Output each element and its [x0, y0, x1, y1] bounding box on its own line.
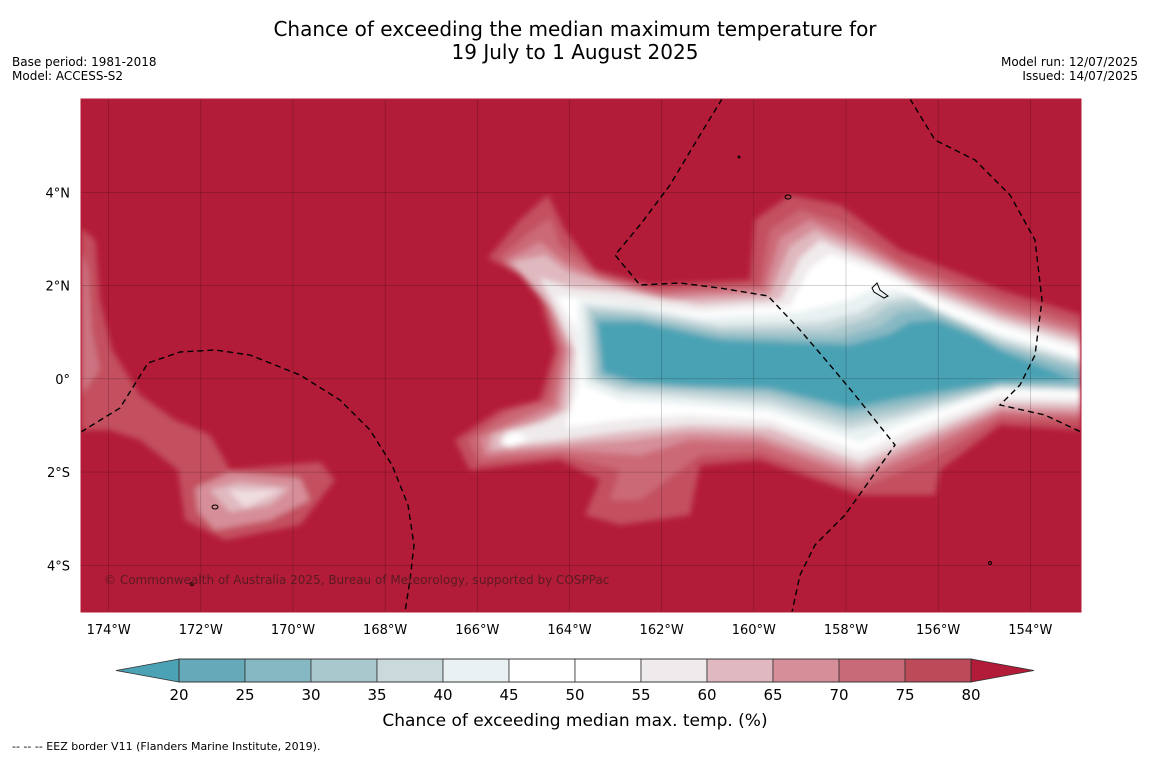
issued-date: Issued: 14/07/2025 [1022, 69, 1138, 83]
colorbar-tick-label: 35 [367, 686, 386, 704]
meta-left: Base period: 1981-2018 Model: ACCESS-S2 [12, 55, 157, 83]
colorbar-tick-label: 70 [829, 686, 848, 704]
colorbar-tick-labels: 20 25 30 35 40 45 50 55 60 65 70 75 80 [169, 686, 980, 704]
lon-tick-label: 158°W [824, 623, 868, 638]
island [211, 504, 219, 510]
contour-70 [81, 250, 100, 395]
colorbar-frame [178, 658, 972, 683]
colorbar-cell [376, 658, 444, 683]
colorbar-tick-label: 50 [565, 686, 584, 704]
lon-tick-label: 166°W [455, 623, 499, 638]
lon-tick-label: 164°W [547, 623, 591, 638]
colorbar-tick-label: 75 [895, 686, 914, 704]
lon-tick-labels: 174°W 172°W 170°W 168°W 166°W 164°W 162°W 160°W… [87, 623, 1053, 638]
model-run: Model run: 12/07/2025 [1000, 55, 1138, 69]
contour-50 [500, 432, 530, 447]
lat-tick-labels: 4°N 2°N 0° 2°S 4°S [46, 186, 71, 574]
title-line-1: Chance of exceeding the median maximum t… [273, 17, 877, 41]
lon-tick-label: 170°W [271, 623, 315, 638]
lon-tick-label: 154°W [1008, 623, 1052, 638]
contour-20 [598, 320, 1075, 408]
colorbar-tick-label: 20 [169, 686, 188, 704]
colorbar: 20 25 30 35 40 45 50 55 60 65 70 75 80 Chance of exc… [115, 658, 1035, 731]
lat-tick-label: 4°N [46, 186, 71, 201]
eez-legend: -- -- -- EEZ border V11 (Flanders Marine… [12, 740, 321, 753]
colorbar-tick-label: 60 [697, 686, 716, 704]
island [737, 155, 741, 159]
lat-tick-label: 0° [55, 373, 70, 388]
colorbar-cell [178, 658, 246, 683]
colorbar-tick-label: 40 [433, 686, 452, 704]
island [190, 582, 194, 586]
island [871, 282, 889, 299]
base-period: Base period: 1981-2018 [12, 55, 157, 69]
colorbar-under-arrow [115, 658, 180, 683]
colorbar-label: Chance of exceeding median max. temp. (%… [382, 711, 767, 731]
colorbar-cell [244, 658, 312, 683]
eez-borders [81, 99, 1081, 612]
colorbar-cell [640, 658, 708, 683]
lat-tick-label: 2°S [47, 466, 70, 481]
contour-60 [228, 490, 282, 508]
contour-75 [81, 228, 335, 540]
colorbar-tick-label: 65 [763, 686, 782, 704]
colorbar-cell [574, 658, 642, 683]
lon-tick-label: 160°W [732, 623, 776, 638]
colorbar-cell [706, 658, 774, 683]
island [988, 561, 992, 565]
meta-right: Model run: 12/07/2025 Issued: 14/07/2025 [1001, 55, 1138, 83]
colorbar-cell [310, 658, 378, 683]
colorbar-tick-label: 25 [235, 686, 254, 704]
title-line-2: 19 July to 1 August 2025 [451, 40, 699, 64]
map-grid [81, 99, 1081, 612]
colorbar-cell [904, 658, 972, 683]
lon-tick-label: 172°W [179, 623, 223, 638]
map-frame [80, 98, 1082, 613]
lon-tick-label: 174°W [87, 623, 131, 638]
probability-contours [81, 99, 1081, 612]
model-name: Model: ACCESS-S2 [12, 69, 124, 83]
colorbar-cell [838, 658, 906, 683]
colorbar-cells [178, 658, 972, 683]
map-title: Chance of exceeding the median maximum t… [0, 18, 1150, 64]
colorbar-tick-label: 30 [301, 686, 320, 704]
copyright-text: © Commonwealth of Australia 2025, Bureau… [104, 573, 609, 587]
colorbar-cell [772, 658, 840, 683]
colorbar-cell [442, 658, 510, 683]
island [784, 194, 792, 200]
eez-border [614, 99, 896, 612]
lon-tick-label: 162°W [640, 623, 684, 638]
lat-tick-label: 4°S [47, 559, 70, 574]
colorbar-cell [508, 658, 576, 683]
eez-border [81, 349, 415, 612]
islands [190, 155, 992, 586]
colorbar-over-arrow [970, 658, 1035, 683]
lat-tick-label: 2°N [46, 280, 71, 295]
colorbar-tick-label: 55 [631, 686, 650, 704]
lon-tick-label: 168°W [363, 623, 407, 638]
eez-border [909, 99, 1081, 433]
lon-tick-label: 156°W [916, 623, 960, 638]
colorbar-tick-label: 80 [961, 686, 980, 704]
colorbar-tick-label: 45 [499, 686, 518, 704]
